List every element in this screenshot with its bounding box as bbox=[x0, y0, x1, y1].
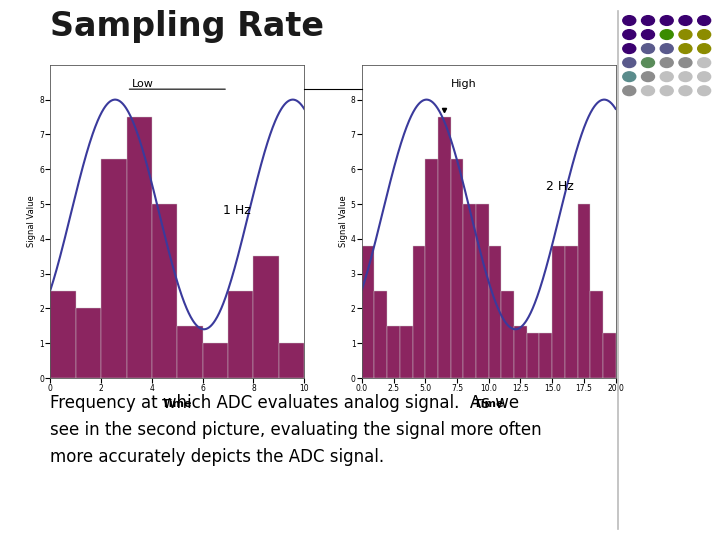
Bar bbox=[489, 246, 501, 378]
X-axis label: Time: Time bbox=[474, 399, 504, 409]
Bar bbox=[361, 246, 374, 378]
Bar bbox=[228, 291, 253, 378]
Bar bbox=[552, 246, 565, 378]
Text: 1 Hz: 1 Hz bbox=[223, 205, 251, 218]
Bar bbox=[590, 291, 603, 378]
Bar bbox=[426, 159, 438, 378]
Bar bbox=[279, 343, 304, 378]
Bar bbox=[400, 326, 413, 378]
Bar bbox=[476, 204, 489, 378]
Bar bbox=[413, 246, 426, 378]
Bar bbox=[127, 117, 152, 378]
Bar bbox=[50, 291, 76, 378]
Bar bbox=[603, 333, 616, 378]
Y-axis label: Signal Value: Signal Value bbox=[27, 195, 37, 247]
Bar bbox=[152, 204, 177, 378]
Bar bbox=[253, 256, 279, 378]
Bar bbox=[464, 204, 476, 378]
Text: Sampling Rate: Sampling Rate bbox=[50, 10, 325, 43]
Bar bbox=[203, 343, 228, 378]
Text: Frequency at which ADC evaluates analog signal.  As we
see in the second picture: Frequency at which ADC evaluates analog … bbox=[50, 394, 542, 467]
Bar bbox=[76, 308, 101, 378]
Bar bbox=[438, 117, 451, 378]
Bar bbox=[451, 159, 464, 378]
Bar bbox=[577, 204, 590, 378]
Bar bbox=[387, 326, 400, 378]
Bar bbox=[527, 333, 539, 378]
X-axis label: Time: Time bbox=[162, 399, 192, 409]
Bar bbox=[514, 326, 527, 378]
Bar bbox=[501, 291, 514, 378]
Text: Low: Low bbox=[132, 79, 153, 89]
Bar bbox=[374, 291, 387, 378]
Bar bbox=[177, 326, 203, 378]
Bar bbox=[101, 159, 127, 378]
Bar bbox=[565, 246, 577, 378]
Text: 2 Hz: 2 Hz bbox=[546, 180, 574, 193]
Text: High: High bbox=[451, 79, 477, 89]
Bar bbox=[539, 333, 552, 378]
Y-axis label: Signal Value: Signal Value bbox=[339, 195, 348, 247]
